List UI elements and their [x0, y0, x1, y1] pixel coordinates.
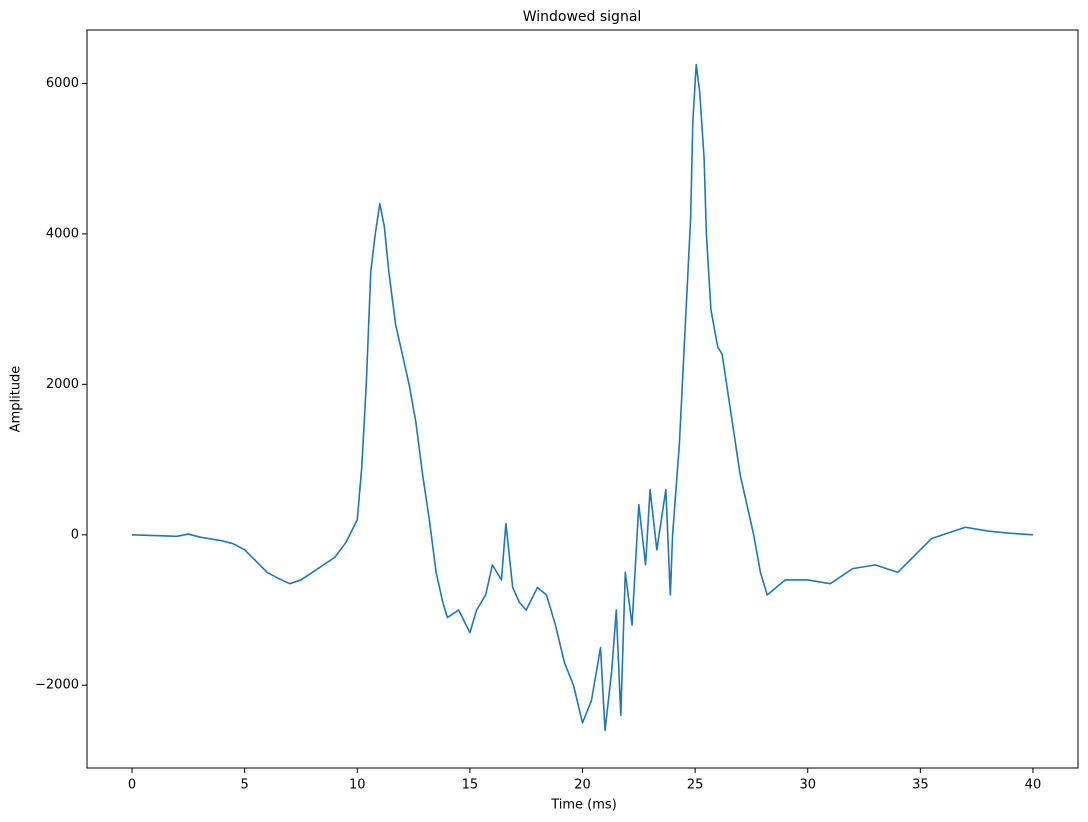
x-axis-label: Time (ms) — [550, 798, 617, 813]
y-tick-label: 4000 — [46, 226, 79, 241]
x-tick-label: 0 — [128, 778, 136, 793]
x-tick-label: 35 — [912, 778, 929, 793]
signal-line — [132, 63, 1034, 732]
chart-title: Windowed signal — [523, 9, 642, 25]
plot-frame — [86, 29, 1079, 769]
y-tick-label: −2000 — [35, 678, 79, 693]
x-tick-label: 5 — [241, 778, 249, 793]
x-tick-label: 10 — [349, 778, 366, 793]
x-tick-label: 25 — [687, 778, 704, 793]
x-tick-label: 30 — [799, 778, 816, 793]
x-tick-label: 40 — [1025, 778, 1042, 793]
y-tick-label: 2000 — [46, 377, 79, 392]
x-tick-label: 15 — [462, 778, 479, 793]
x-tick-label: 20 — [574, 778, 591, 793]
y-axis-label: Amplitude — [9, 366, 24, 433]
y-tick-label: 6000 — [46, 76, 79, 91]
y-tick-label: 0 — [71, 527, 79, 542]
